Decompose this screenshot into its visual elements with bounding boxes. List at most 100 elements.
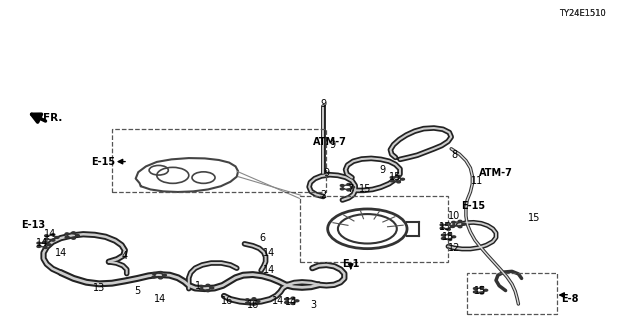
Circle shape [37,242,40,244]
Text: 7: 7 [348,184,354,195]
Circle shape [448,233,452,235]
Text: 15: 15 [389,172,402,182]
Text: 14: 14 [272,296,285,306]
Circle shape [65,233,68,235]
Circle shape [480,292,484,294]
Circle shape [252,298,256,300]
Circle shape [163,274,166,276]
Text: FR.: FR. [44,113,63,124]
Circle shape [474,288,477,290]
Text: 14: 14 [262,265,275,276]
Text: E-13: E-13 [21,220,45,230]
Circle shape [291,297,295,299]
Text: 15: 15 [358,184,371,195]
Text: 9: 9 [323,168,330,178]
Text: 15: 15 [438,222,451,232]
Bar [112,129,326,192]
Circle shape [206,290,210,292]
Circle shape [442,237,445,239]
Circle shape [72,232,76,234]
Circle shape [44,241,47,243]
Text: 9: 9 [330,140,336,150]
Circle shape [76,235,79,236]
Text: ATM-7: ATM-7 [313,137,346,148]
Circle shape [45,238,48,240]
Text: 6: 6 [259,233,266,244]
Circle shape [447,223,451,225]
Text: 13: 13 [93,283,106,293]
Circle shape [401,178,404,180]
Circle shape [347,183,351,185]
Text: 2: 2 [320,190,326,200]
Circle shape [347,189,351,191]
Text: 9: 9 [320,99,326,109]
Circle shape [458,220,462,222]
Circle shape [256,300,260,302]
Circle shape [440,227,444,229]
Text: 15: 15 [442,232,454,242]
Text: 14: 14 [54,248,67,258]
Circle shape [246,302,249,304]
Circle shape [47,244,51,246]
Text: 14: 14 [44,229,56,239]
Text: 14: 14 [285,297,298,308]
Text: 16: 16 [221,296,234,306]
Circle shape [440,224,444,226]
Circle shape [159,277,163,279]
Text: 14: 14 [154,294,166,304]
Circle shape [452,236,456,238]
Bar [300,196,448,262]
Text: 10: 10 [448,211,461,221]
Circle shape [152,276,156,278]
Text: E-15: E-15 [92,156,116,167]
Circle shape [206,284,210,286]
Text: 5: 5 [134,286,141,296]
Circle shape [295,300,299,302]
Text: E-1: E-1 [342,259,360,269]
Circle shape [390,180,394,182]
Circle shape [210,287,214,289]
Circle shape [448,239,452,241]
Circle shape [397,175,401,177]
Circle shape [442,234,445,236]
Text: 11: 11 [470,176,483,186]
Text: E-15: E-15 [461,201,486,212]
Circle shape [484,289,488,291]
Circle shape [200,285,203,287]
Circle shape [452,225,455,227]
Circle shape [447,228,451,230]
Circle shape [72,237,76,239]
Circle shape [351,186,355,188]
Circle shape [462,223,466,225]
Circle shape [65,236,68,238]
Text: E-8: E-8 [561,294,579,304]
Circle shape [397,181,401,183]
Circle shape [452,221,455,223]
Text: 3: 3 [310,300,317,310]
Text: 14: 14 [35,238,48,248]
Text: 1: 1 [195,281,202,292]
Text: 9: 9 [380,165,386,175]
Circle shape [159,271,163,273]
Circle shape [246,299,249,301]
Circle shape [390,177,394,179]
Text: 12: 12 [448,243,461,253]
Circle shape [55,236,59,238]
Bar [467,273,557,314]
Circle shape [200,289,203,291]
Circle shape [340,188,344,190]
Circle shape [252,303,256,305]
Circle shape [340,185,344,187]
Text: ATM-7: ATM-7 [479,168,513,179]
Circle shape [285,298,288,300]
Circle shape [44,247,47,249]
Circle shape [480,286,484,288]
Circle shape [451,226,454,228]
Text: 16: 16 [246,300,259,310]
Circle shape [291,303,295,305]
Text: TY24E1510: TY24E1510 [559,9,606,18]
Circle shape [51,239,55,241]
Circle shape [458,226,462,228]
Circle shape [152,273,156,275]
Text: 15: 15 [528,212,541,223]
